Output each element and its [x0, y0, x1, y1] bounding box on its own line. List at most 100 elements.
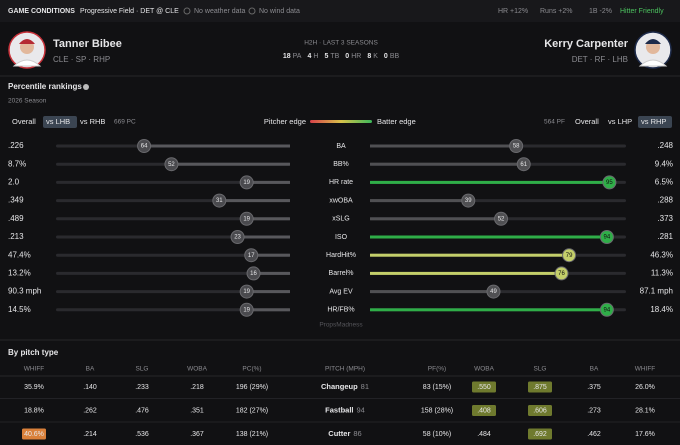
- tab-active: [43, 116, 77, 128]
- batter-bar: [370, 290, 494, 294]
- pitcher-pct: 52: [168, 162, 175, 168]
- cell: 182 (27%): [236, 407, 268, 414]
- column-header: WOBA: [187, 366, 208, 373]
- cell: 83 (15%): [423, 384, 451, 391]
- pitcher-dot: [164, 157, 179, 172]
- pitcher-dot: [230, 230, 245, 244]
- cell: .214: [83, 431, 97, 438]
- h2h-value: 18: [283, 53, 291, 60]
- pitcher-value: .489: [8, 214, 24, 223]
- batter-dot: [486, 284, 501, 299]
- batter-value: .288: [657, 196, 673, 205]
- batter-dot: [599, 230, 614, 244]
- batter-dot: [562, 248, 577, 263]
- pitch-mph: 81: [361, 382, 369, 391]
- batter-bar: [370, 271, 562, 275]
- cell: .550: [477, 384, 491, 391]
- h2h-value: 0: [345, 53, 349, 60]
- batter-dot: [509, 139, 524, 153]
- pitcher-value: 14.5%: [8, 305, 31, 314]
- tab[interactable]: vs LHP: [608, 117, 632, 126]
- h2h-label: H: [313, 53, 318, 60]
- pitcher-name[interactable]: Tanner Bibee: [53, 38, 122, 50]
- column-header: WHIFF: [24, 366, 45, 373]
- cell: 40.6%: [24, 431, 44, 438]
- batter-value: .281: [657, 232, 673, 241]
- legend-gradient: [310, 120, 372, 123]
- batter-value: 87.1 mph: [640, 287, 673, 296]
- batter-name[interactable]: Kerry Carpenter: [544, 38, 628, 50]
- batter-dot: [516, 157, 531, 172]
- pitch-mph: 94: [357, 405, 365, 414]
- pitcher-dot: [212, 193, 227, 208]
- pitcher-value: 47.4%: [8, 250, 31, 259]
- cell: .536: [135, 431, 149, 438]
- pitcher-dot: [244, 248, 259, 263]
- pitch: Changeup: [321, 382, 358, 391]
- stat-label: HR rate: [329, 179, 353, 186]
- batter-avatar: [634, 31, 672, 69]
- stat-label: ISO: [335, 234, 348, 241]
- tab[interactable]: Overall: [575, 117, 599, 126]
- batter-value: 11.3%: [651, 269, 673, 278]
- batter-pct: 94: [604, 307, 611, 313]
- pitcher-dot: [246, 266, 261, 281]
- pitcher-pct: 31: [216, 198, 223, 204]
- stat-label: HardHit%: [326, 252, 356, 259]
- pitcher-value: 8.7%: [8, 159, 26, 168]
- column-header: SLG: [533, 366, 546, 373]
- batter-pct: 39: [465, 198, 472, 204]
- cell: .218: [190, 384, 204, 391]
- track: [56, 253, 290, 257]
- cell-highlight: [528, 405, 552, 416]
- pitcher-dot: [137, 139, 152, 153]
- conditions-title: GAME CONDITIONS: [8, 8, 75, 15]
- pitch-mph: 86: [353, 429, 361, 438]
- pitcher-pct: 17: [248, 253, 255, 259]
- tab[interactable]: vs RHP: [641, 117, 666, 126]
- column-header: WHIFF: [635, 366, 656, 373]
- column-header: PITCH (MPH): [325, 366, 365, 373]
- cell: .875: [533, 384, 547, 391]
- pitcher-dot: [239, 302, 254, 317]
- column-header: BA: [590, 366, 599, 373]
- stat-label: Barrel%: [329, 270, 354, 277]
- pitcher-bar: [253, 271, 290, 275]
- tab[interactable]: vs LHB: [46, 117, 70, 126]
- pitcher-pct: 16: [250, 271, 257, 277]
- cell: .140: [83, 384, 97, 391]
- column-header: WOBA: [474, 366, 495, 373]
- track: [56, 290, 290, 294]
- factor: Runs +2%: [540, 8, 573, 15]
- pitcher-bar: [171, 162, 290, 166]
- batter-pct: 52: [498, 216, 505, 222]
- batter-bar: [370, 217, 502, 221]
- pitcher-value: .213: [8, 232, 24, 241]
- cell: 26.0%: [635, 384, 655, 391]
- cell: 158 (28%): [421, 407, 453, 414]
- column-header: SLG: [135, 366, 148, 373]
- h2h-value: 8: [367, 53, 371, 60]
- h2h-label: BB: [390, 53, 400, 60]
- cell: .476: [135, 407, 149, 414]
- tab[interactable]: vs RHB: [80, 117, 105, 126]
- batter-bar: [370, 253, 570, 257]
- tab[interactable]: Overall: [12, 117, 36, 126]
- pitch-count: 564 PF: [544, 119, 565, 126]
- top-bar: [0, 0, 680, 22]
- batter-meta: DET · RF · LHB: [572, 55, 628, 64]
- factor: 1B -2%: [589, 8, 612, 15]
- cell: .351: [190, 407, 204, 414]
- season-select[interactable]: 2026 Season: [8, 98, 47, 105]
- pitcher-bar: [251, 253, 290, 257]
- batter-value: .373: [657, 214, 673, 223]
- cell: .233: [135, 384, 149, 391]
- wind: No wind data: [259, 8, 300, 15]
- legend: Pitcher edge: [264, 117, 306, 126]
- cell: 17.6%: [635, 431, 655, 438]
- batter-bar: [370, 199, 469, 203]
- cell: 196 (29%): [236, 384, 268, 391]
- batter-dot: [494, 211, 509, 226]
- batter-value: 18.4%: [650, 305, 673, 314]
